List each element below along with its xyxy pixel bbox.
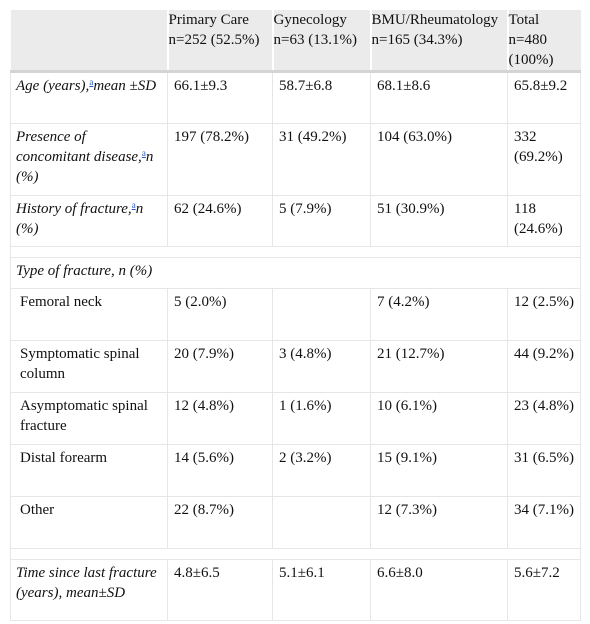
table-cell: 68.1±8.6 [370,70,508,124]
table-cell: 15 (9.1%) [370,444,508,497]
disease-label-pre: Presence of concomitant disease, [16,129,142,165]
table-cell: 5 (2.0%) [167,288,273,341]
header-bmu-n: n=165 (34.3%) [371,32,463,48]
table-cell: 62 (24.6%) [167,195,273,247]
table-cell: 2 (3.2%) [272,444,371,497]
table-cell: 12 (4.8%) [167,392,273,445]
row-label-age: Age (years),amean ±SD [10,70,168,124]
table-cell: 22 (8.7%) [167,496,273,549]
age-label-post: mean ±SD [93,78,157,94]
table-cell: 20 (7.9%) [167,340,273,393]
header-gynecology-name: Gynecology [273,12,347,28]
table-cell: 5.6±7.2 [507,559,581,621]
header-gynecology: Gynecology n=63 (13.1%) [272,10,372,72]
history-label-post: n (%) [16,201,144,237]
table-cell: 104 (63.0%) [370,123,508,196]
table-cell: 4.8±6.5 [167,559,273,621]
spacer-row [10,246,581,258]
table-cell: 31 (6.5%) [507,444,581,497]
row-label-history: History of fracture,an (%) [10,195,168,247]
table-cell: 3 (4.8%) [272,340,371,393]
table-cell: 197 (78.2%) [167,123,273,196]
table-cell: 65.8±9.2 [507,70,581,124]
header-bmu-rheumatology: BMU/Rheumatology n=165 (34.3%) [370,10,509,72]
table-cell: 5 (7.9%) [272,195,371,247]
table-cell: 118 (24.6%) [507,195,581,247]
table-cell [272,496,371,549]
header-primary-care: Primary Care n=252 (52.5%) [167,10,274,72]
footnote-link-history[interactable]: a [131,200,136,210]
header-total: Total n=480 (100%) [507,10,581,72]
table-cell: 34 (7.1%) [507,496,581,549]
table-cell: 12 (2.5%) [507,288,581,341]
table-cell: 31 (49.2%) [272,123,371,196]
table-cell: 23 (4.8%) [507,392,581,445]
table-cell: 21 (12.7%) [370,340,508,393]
disease-label-post: n (%) [16,149,154,185]
spacer-row [10,548,581,560]
header-bmu-name: BMU/Rheumatology [371,12,499,28]
table-cell: 51 (30.9%) [370,195,508,247]
header-total-name: Total [508,12,540,28]
table-row-disease: Presence of concomitant disease,an (%) 1… [10,123,581,196]
table-cell: 58.7±6.8 [272,70,371,124]
table-cell: 12 (7.3%) [370,496,508,549]
table-row-age: Age (years),amean ±SD 66.1±9.3 58.7±6.8 … [10,70,581,124]
table-cell: 6.6±8.0 [370,559,508,621]
table-row-symptomatic-spinal: Symptomatic spinal column 20 (7.9%) 3 (4… [10,340,581,393]
header-blank-cell [10,10,169,72]
table-row-history: History of fracture,an (%) 62 (24.6%) 5 … [10,195,581,247]
table-header: Primary Care n=252 (52.5%) Gynecology n=… [10,10,581,72]
age-label-pre: Age (years), [16,78,90,94]
header-primary-care-n: n=252 (52.5%) [168,32,260,48]
history-label-pre: History of fracture, [16,201,132,217]
table-cell: 14 (5.6%) [167,444,273,497]
table-cell: 332 (69.2%) [507,123,581,196]
row-label-time-since-fracture: Time since last fracture (years), mean±S… [10,559,168,621]
section-label-type-of-fracture: Type of fracture, n (%) [10,257,581,289]
table-cell: 5.1±6.1 [272,559,371,621]
table-row-distal-forearm: Distal forearm 14 (5.6%) 2 (3.2%) 15 (9.… [10,444,581,497]
row-label-disease: Presence of concomitant disease,an (%) [10,123,168,196]
header-total-n: n=480 (100%) [508,32,554,68]
fracture-characteristics-table: Primary Care n=252 (52.5%) Gynecology n=… [10,10,581,621]
table-cell: 10 (6.1%) [370,392,508,445]
table-row-femoral-neck: Femoral neck 5 (2.0%) 7 (4.2%) 12 (2.5%) [10,288,581,341]
row-label-distal-forearm: Distal forearm [10,444,168,497]
header-gynecology-n: n=63 (13.1%) [273,32,357,48]
table-cell [272,288,371,341]
row-label-symptomatic-spinal: Symptomatic spinal column [10,340,168,393]
table-cell: 1 (1.6%) [272,392,371,445]
row-label-asymptomatic-spinal: Asymptomatic spinal fracture [10,392,168,445]
row-label-femoral-neck: Femoral neck [10,288,168,341]
footnote-link-age[interactable]: a [89,77,94,87]
table-cell: 66.1±9.3 [167,70,273,124]
table-row-type-header: Type of fracture, n (%) [10,257,581,289]
table-cell: 7 (4.2%) [370,288,508,341]
table-row-time-since-fracture: Time since last fracture (years), mean±S… [10,559,581,621]
table-row-other: Other 22 (8.7%) 12 (7.3%) 34 (7.1%) [10,496,581,549]
row-label-other: Other [10,496,168,549]
footnote-link-disease[interactable]: a [141,148,146,158]
header-primary-care-name: Primary Care [168,12,249,28]
table-row-asymptomatic-spinal: Asymptomatic spinal fracture 12 (4.8%) 1… [10,392,581,445]
table-cell: 44 (9.2%) [507,340,581,393]
